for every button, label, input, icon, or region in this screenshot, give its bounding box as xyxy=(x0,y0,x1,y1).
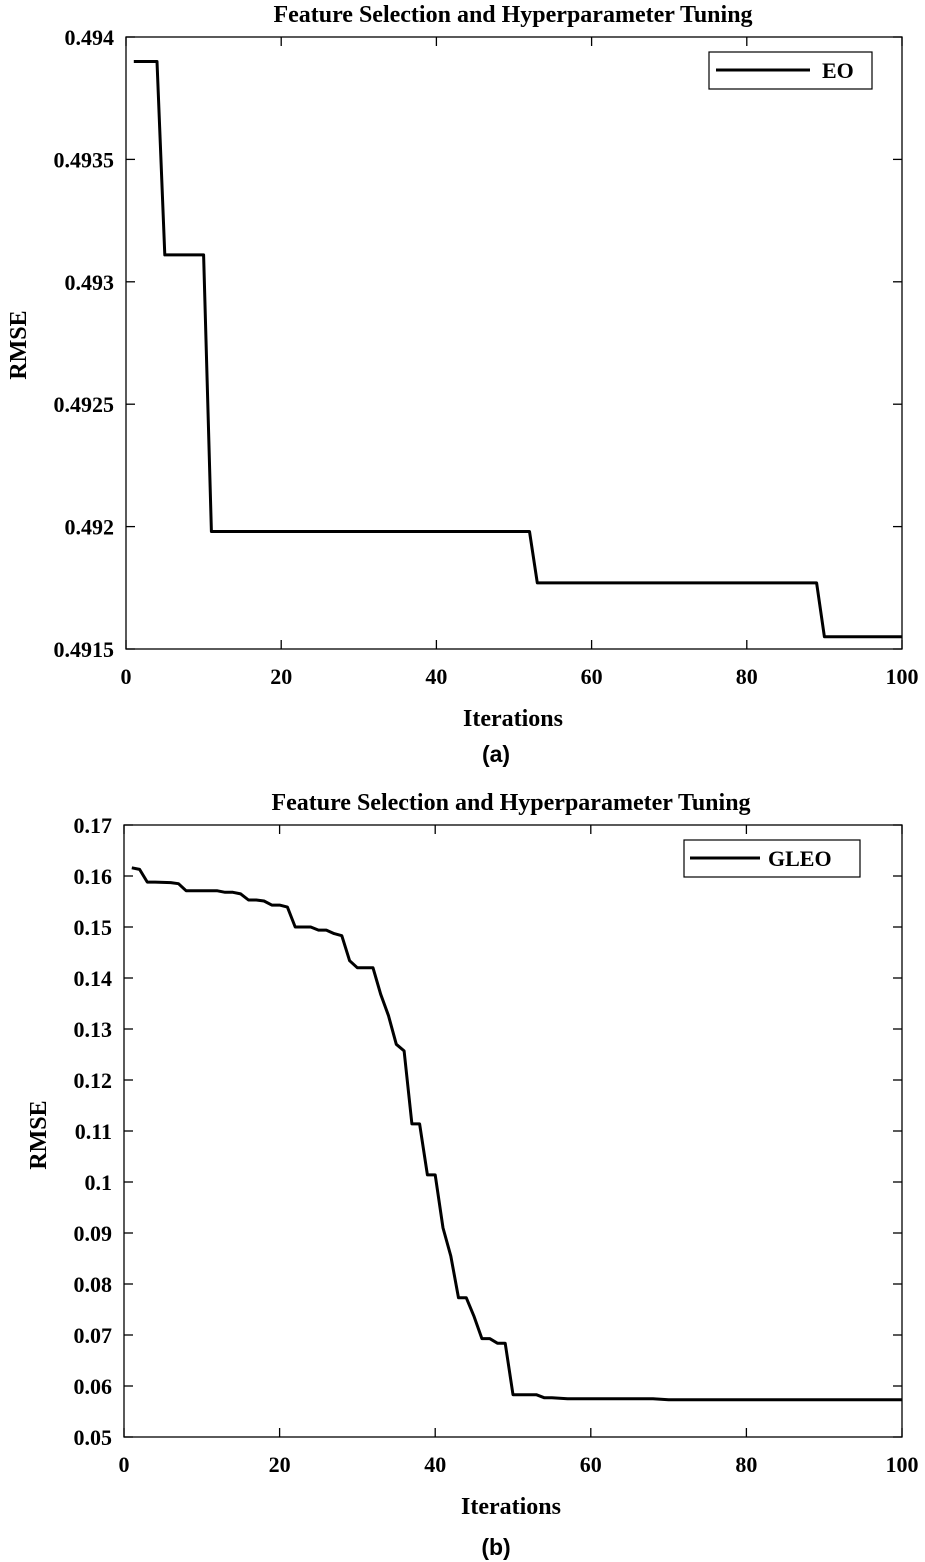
chart-panel-b: Feature Selection and Hyperparameter Tun… xyxy=(26,790,919,1560)
chart-b-xtick-label: 40 xyxy=(424,1452,446,1477)
chart-b-title: Feature Selection and Hyperparameter Tun… xyxy=(271,790,750,816)
chart-b-caption: (b) xyxy=(481,1534,510,1560)
chart-b-xtick-label: 80 xyxy=(735,1452,757,1477)
chart-b-xtick-label: 60 xyxy=(580,1452,602,1477)
chart-b-xlabel: Iterations xyxy=(461,1494,561,1520)
chart-a-ytick-label: 0.492 xyxy=(65,515,115,540)
chart-b-ticks: 0 20 40 60 80 100 0.05 0.06 0.07 0.08 0.09 0.1 0.11 0… xyxy=(74,813,919,1477)
chart-b-xtick-label: 20 xyxy=(269,1452,291,1477)
chart-a-ytick-label: 0.4935 xyxy=(54,147,115,172)
chart-a-series xyxy=(133,60,902,639)
chart-a-series-line-eo xyxy=(133,60,902,639)
chart-b-ylabel: RMSE xyxy=(26,1100,52,1169)
chart-a-xtick-label: 20 xyxy=(270,664,292,689)
chart-b-ytick-label: 0.07 xyxy=(74,1323,113,1348)
chart-b-ytick-label: 0.17 xyxy=(74,813,113,838)
chart-b-ytick-label: 0.05 xyxy=(74,1425,113,1450)
chart-b-series xyxy=(131,866,902,1402)
chart-a-caption: (a) xyxy=(482,741,510,767)
chart-b-ytick-label: 0.1 xyxy=(85,1170,113,1195)
chart-a-ticks: 0 20 40 60 80 100 0.4915 0.492 0.4925 0.493 0.4935… xyxy=(54,25,919,689)
chart-a-ytick-label: 0.4915 xyxy=(54,637,115,662)
chart-a-ytick-label: 0.4925 xyxy=(54,392,115,417)
chart-b-ytick-label: 0.14 xyxy=(74,966,113,991)
chart-b-ytick-label: 0.16 xyxy=(74,864,113,889)
chart-b-ytick-label: 0.12 xyxy=(74,1068,113,1093)
chart-panel-a: Feature Selection and Hyperparameter Tun… xyxy=(6,2,919,767)
chart-b-legend-label-gleo: GLEO xyxy=(768,846,832,871)
chart-b-xtick-label: 100 xyxy=(886,1452,919,1477)
chart-b-series-line-gleo xyxy=(131,866,902,1402)
chart-a-title: Feature Selection and Hyperparameter Tun… xyxy=(273,2,752,28)
chart-a-ylabel: RMSE xyxy=(6,310,32,379)
chart-b-ytick-label: 0.11 xyxy=(75,1119,112,1144)
chart-a-xtick-label: 40 xyxy=(425,664,447,689)
chart-a-legend: EO xyxy=(708,51,873,90)
chart-a-legend-label-eo: EO xyxy=(822,58,854,83)
chart-b-ytick-label: 0.08 xyxy=(74,1272,113,1297)
chart-a-xtick-label: 100 xyxy=(886,664,919,689)
chart-b-ytick-label: 0.09 xyxy=(74,1221,113,1246)
chart-b-ytick-label: 0.15 xyxy=(74,915,113,940)
chart-b-ytick-label: 0.06 xyxy=(74,1374,113,1399)
chart-b-ytick-label: 0.13 xyxy=(74,1017,113,1042)
chart-a-xtick-label: 80 xyxy=(736,664,758,689)
chart-b-xtick-label: 0 xyxy=(119,1452,130,1477)
chart-a-ytick-label: 0.493 xyxy=(65,270,115,295)
chart-a-xtick-label: 60 xyxy=(581,664,603,689)
chart-b-plot-area xyxy=(123,824,903,1438)
chart-a-xlabel: Iterations xyxy=(463,706,563,732)
chart-a-xtick-label: 0 xyxy=(121,664,132,689)
chart-a-plot-area xyxy=(125,36,903,650)
chart-a-ytick-label: 0.494 xyxy=(65,25,115,50)
chart-b-legend: GLEO xyxy=(683,839,861,878)
